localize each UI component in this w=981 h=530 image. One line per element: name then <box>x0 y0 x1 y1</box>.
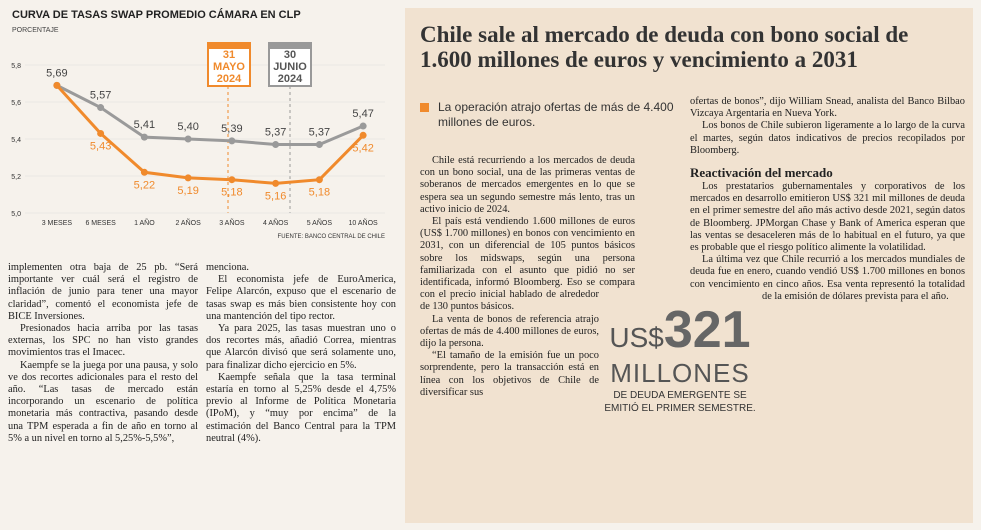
series-line <box>55 84 365 185</box>
callout: US$321 MILLONES DE DEUDA EMERGENTE SE EM… <box>595 300 765 415</box>
text-column: ofertas de bonos”, dijo William Snead, a… <box>690 96 965 421</box>
y-tick-label: 5,6 <box>11 100 21 107</box>
data-label: 5,16 <box>265 190 286 202</box>
x-tick-label: 10 AÑOS <box>349 218 379 227</box>
x-tick-label: 2 AÑOS <box>175 218 201 227</box>
x-tick-label: 6 MESES <box>85 220 116 227</box>
x-tick-label: 1 AÑO <box>134 218 155 227</box>
text-column: menciona. El economista jefe de EuroAmeri… <box>206 262 396 445</box>
data-label: 5,69 <box>46 67 67 79</box>
subhead: Reactivación del mercado <box>690 165 833 181</box>
data-point <box>359 122 367 130</box>
bullet: La operación atrajo ofertas de más de 4.… <box>420 100 688 130</box>
data-label: 5,18 <box>309 187 330 199</box>
callout-unit: MILLONES <box>610 358 750 388</box>
paragraph: Ya para 2025, las tasas muestran uno o d… <box>206 323 396 371</box>
data-point <box>97 129 105 137</box>
data-label: 5,43 <box>90 140 111 152</box>
x-tick-label: 3 AÑOS <box>219 218 245 227</box>
data-label: 5,22 <box>134 179 155 191</box>
callout-currency: US$ <box>609 322 664 353</box>
data-label: 5,37 <box>309 127 330 139</box>
bullet-text: La operación atrajo ofertas de más de 4.… <box>438 100 674 129</box>
paragraph: Los bonos de Chile subieron ligeramente … <box>690 120 965 156</box>
y-tick-label: 5,4 <box>11 137 21 144</box>
data-label: 5,42 <box>352 142 373 154</box>
data-point <box>53 81 61 89</box>
legend-entry: 30 JUNIO 2024 <box>268 42 312 87</box>
data-label: 5,41 <box>134 119 155 131</box>
data-label: 5,47 <box>352 108 373 120</box>
bullet-marker <box>420 103 429 112</box>
data-label: 5,39 <box>221 123 242 135</box>
data-label: 5,57 <box>90 90 111 102</box>
paragraph: Chile está recurriendo a los mercados de… <box>420 155 635 215</box>
paragraph: Los prestatarios gubernamentales y corpo… <box>690 181 965 254</box>
data-point <box>140 133 148 141</box>
y-tick-label: 5,8 <box>11 63 21 70</box>
paragraph: Presionados hacia arriba por las tasas e… <box>8 323 198 359</box>
data-point <box>359 131 367 139</box>
data-label: 5,40 <box>177 121 198 133</box>
paragraph: Kaempfe se la juega por una pausa, y sol… <box>8 359 198 444</box>
data-point <box>228 137 236 145</box>
paragraph: ofertas de bonos”, dijo William Snead, a… <box>690 96 965 120</box>
headline: Chile sale al mercado de deuda con bono … <box>420 22 909 72</box>
paragraph: implementen otra baja de 25 pb. “Será im… <box>8 262 198 322</box>
paragraph: La última vez que Chile recurrió a los m… <box>690 254 965 302</box>
paragraph: La venta de bonos de referencia atrajo o… <box>420 313 599 350</box>
chart: CURVA DE TASAS SWAP PROMEDIO CÁMARA EN C… <box>11 8 385 240</box>
data-label: 5,37 <box>265 127 286 139</box>
x-tick-label: 4 AÑOS <box>263 218 289 227</box>
x-tick-label: 3 MESES <box>42 220 73 227</box>
data-point <box>97 104 105 112</box>
data-point <box>140 168 148 176</box>
data-label: 5,18 <box>221 187 242 199</box>
callout-caption: DE DEUDA EMERGENTE SE EMITIÓ EL PRIMER S… <box>604 390 756 414</box>
paragraph: El país está vendiendo 1.600 millones de… <box>420 216 635 313</box>
paragraph: Kaempfe señala que la tasa terminal esta… <box>206 371 396 444</box>
text-column: implementen otra baja de 25 pb. “Será im… <box>8 262 198 445</box>
data-point <box>272 141 280 149</box>
data-point <box>184 135 192 143</box>
text-column: Chile está recurriendo a los mercados de… <box>420 155 635 420</box>
series-line <box>56 84 364 147</box>
callout-number: 321 <box>663 301 751 359</box>
legend-entry: 31 MAYO 2024 <box>207 42 251 87</box>
paragraph: “El tamaño de la emisión fue un poco sor… <box>420 350 599 398</box>
x-tick-label: 5 AÑOS <box>307 218 333 227</box>
data-point <box>272 179 280 187</box>
sidebar-article: Chile sale al mercado de deuda con bono … <box>405 8 973 523</box>
data-point <box>184 174 192 182</box>
data-point <box>315 176 323 184</box>
data-label: 5,19 <box>177 185 198 197</box>
y-tick-label: 5,0 <box>11 211 21 218</box>
source: FUENTE: BANCO CENTRAL DE CHILE <box>278 234 385 240</box>
data-point <box>315 141 323 149</box>
paragraph: El economista jefe de EuroAmerica, Felip… <box>206 274 396 322</box>
data-point <box>228 176 236 184</box>
chart-title: CURVA DE TASAS SWAP PROMEDIO CÁMARA EN C… <box>12 8 301 21</box>
y-tick-label: 5,2 <box>11 174 21 181</box>
chart-subtitle: PORCENTAJE <box>12 27 59 34</box>
paragraph: menciona. <box>206 262 249 273</box>
